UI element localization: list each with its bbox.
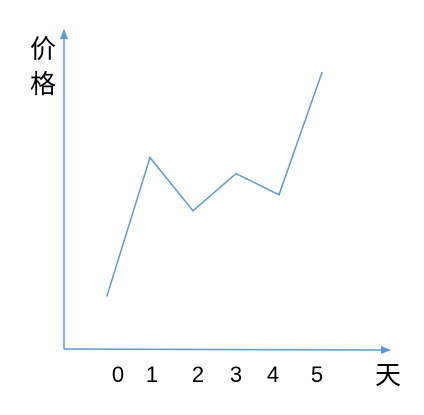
- x-axis-label: 天: [375, 361, 401, 391]
- x-tick-label-0: 0: [112, 362, 124, 387]
- data-point-0: [106, 295, 108, 297]
- x-tick-label-2: 2: [192, 362, 204, 387]
- x-axis-line: [63, 345, 391, 354]
- data-point-3: [235, 172, 237, 175]
- x-tick-label-5: 5: [311, 362, 323, 387]
- x-tick-label-4: 4: [267, 362, 279, 387]
- x-tick-label-3: 3: [230, 362, 242, 387]
- data-point-4: [278, 194, 280, 196]
- data-point-5: [321, 71, 323, 74]
- x-tick-label-1: 1: [146, 362, 158, 387]
- y-axis-label-char-1: 价: [30, 35, 56, 65]
- data-points: [106, 71, 323, 297]
- price-line: [106, 72, 323, 297]
- data-point-1: [149, 156, 151, 159]
- y-axis-label-char-2: 格: [30, 70, 56, 100]
- data-point-2: [192, 210, 194, 212]
